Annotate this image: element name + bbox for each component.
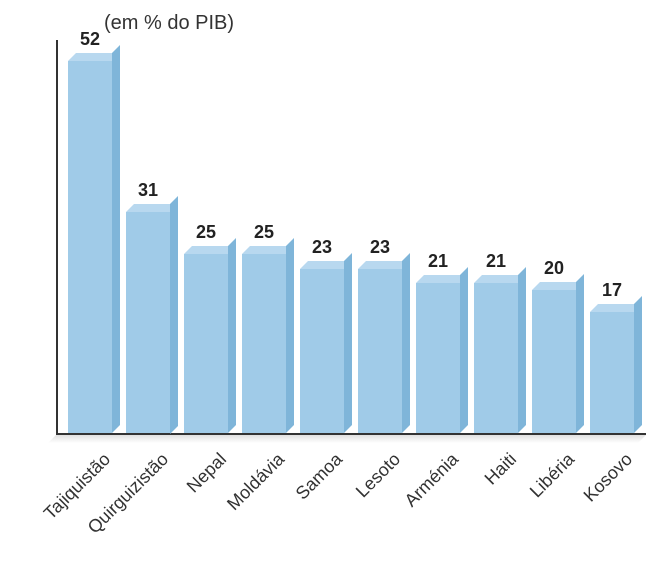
bar-chart: (em % do PIB) 52312525232321212017 Tajiq… — [36, 10, 646, 550]
y-axis — [56, 40, 58, 435]
bar-front — [532, 290, 576, 433]
bar: 25 — [184, 254, 228, 433]
bar-side — [286, 238, 294, 433]
x-axis — [56, 433, 646, 435]
bar-value-label: 20 — [532, 258, 576, 279]
bar-side — [402, 253, 410, 433]
bar-value-label: 52 — [68, 29, 112, 50]
bar: 25 — [242, 254, 286, 433]
bar-value-label: 17 — [590, 280, 634, 301]
bar-side — [170, 196, 178, 434]
bar-value-label: 23 — [300, 237, 344, 258]
bar: 17 — [590, 312, 634, 433]
bar: 31 — [126, 212, 170, 434]
bar: 52 — [68, 61, 112, 433]
bar-front — [590, 312, 634, 433]
bar-value-label: 25 — [184, 222, 228, 243]
bar-side — [344, 253, 352, 433]
bar: 21 — [474, 283, 518, 433]
bar-front — [416, 283, 460, 433]
bar-side — [460, 267, 468, 433]
bar-value-label: 23 — [358, 237, 402, 258]
bar-value-label: 31 — [126, 180, 170, 201]
plot-area: 52312525232321212017 — [56, 40, 646, 435]
bar: 23 — [358, 269, 402, 433]
bar: 20 — [532, 290, 576, 433]
bar-front — [184, 254, 228, 433]
bar-value-label: 25 — [242, 222, 286, 243]
bar: 23 — [300, 269, 344, 433]
bar-front — [474, 283, 518, 433]
bar-side — [112, 45, 120, 433]
bar-front — [358, 269, 402, 433]
bar: 21 — [416, 283, 460, 433]
bar-front — [300, 269, 344, 433]
chart-title: (em % do PIB) — [104, 12, 234, 35]
bar-front — [242, 254, 286, 433]
base-shadow — [48, 435, 646, 443]
bar-side — [228, 238, 236, 433]
bar-value-label: 21 — [474, 251, 518, 272]
bar-front — [68, 61, 112, 433]
bar-value-label: 21 — [416, 251, 460, 272]
bar-side — [576, 274, 584, 433]
bar-front — [126, 212, 170, 434]
bar-side — [518, 267, 526, 433]
bar-side — [634, 296, 642, 433]
